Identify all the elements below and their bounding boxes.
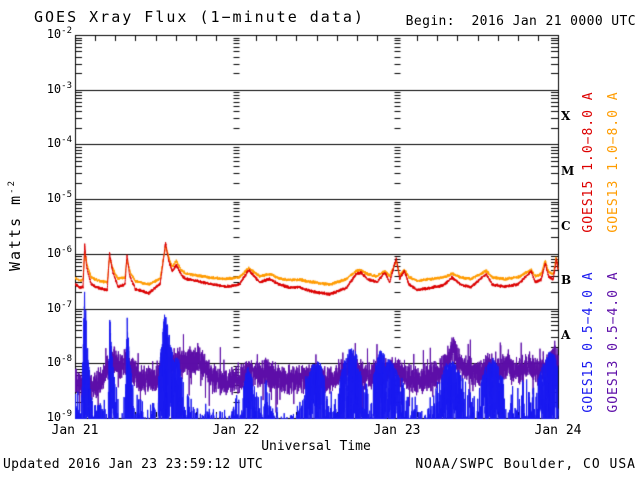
y-tick-label: 10-5	[46, 190, 72, 206]
y-tick-label: 10-4	[46, 135, 72, 151]
legend-goes15-1-0-8-0-a: GOES15 1.0−8.0 A	[581, 91, 596, 233]
x-tick-label: Jan 23	[373, 423, 421, 438]
legend-goes13-1-0-8-0-a: GOES13 1.0−8.0 A	[606, 91, 621, 233]
flare-class-c: C	[561, 218, 571, 233]
x-tick-label: Jan 21	[51, 423, 99, 438]
flare-class-b: B	[561, 273, 572, 288]
flare-class-x: X	[561, 109, 571, 124]
y-axis-label-exponent: -2	[7, 178, 17, 194]
x-axis-label: Universal Time	[261, 439, 371, 454]
y-axis-label: Watts m-2	[6, 160, 24, 290]
chart-title: GOES Xray Flux (1−minute data)	[34, 8, 365, 26]
y-tick-label: 10-6	[46, 244, 72, 260]
y-tick-label: 10-9	[46, 409, 72, 424]
y-axis-label-base: Watts m	[6, 193, 24, 272]
x-tick-label: Jan 22	[212, 423, 260, 438]
begin-timestamp: Begin: 2016 Jan 21 0000 UTC	[405, 14, 636, 29]
flare-class-m: M	[561, 163, 575, 178]
legend-goes13-0-5-4-0-a: GOES13 0.5−4.0 A	[606, 271, 621, 413]
flare-class-a: A	[561, 327, 571, 342]
y-tick-label: 10-2	[46, 26, 72, 41]
x-tick-label: Jan 24	[534, 423, 582, 438]
updated-timestamp: Updated 2016 Jan 23 23:59:12 UTC	[3, 457, 264, 472]
data-source-label: NOAA/SWPC Boulder, CO USA	[415, 457, 636, 472]
y-tick-label: 10-3	[46, 80, 72, 96]
y-tick-label: 10-7	[46, 299, 72, 315]
legend-goes15-0-5-4-0-a: GOES15 0.5−4.0 A	[581, 271, 596, 413]
y-tick-label: 10-8	[46, 354, 72, 370]
